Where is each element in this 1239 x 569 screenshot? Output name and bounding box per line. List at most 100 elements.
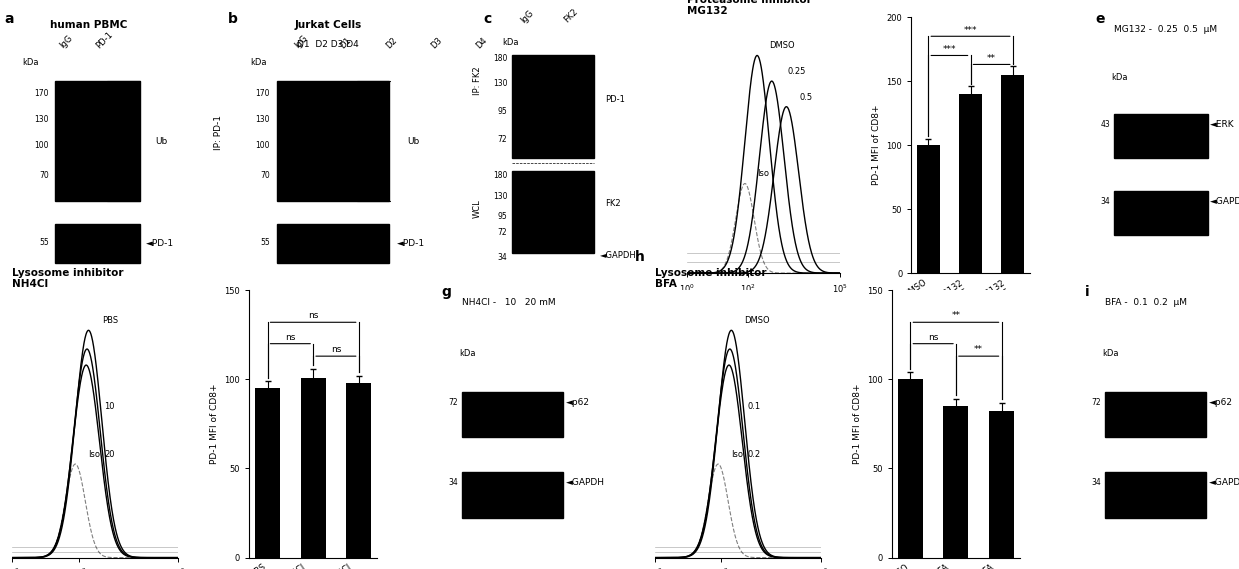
Text: 70: 70 <box>40 171 50 180</box>
Text: Jurkat Cells: Jurkat Cells <box>294 19 362 30</box>
Bar <box>1114 191 1208 235</box>
Text: 34: 34 <box>1100 197 1110 206</box>
Text: D1: D1 <box>338 36 353 51</box>
Text: kDa: kDa <box>250 58 268 67</box>
Bar <box>462 392 564 437</box>
Text: IP: FK2: IP: FK2 <box>472 67 482 96</box>
Text: 10: 10 <box>104 402 115 410</box>
Text: a: a <box>5 12 14 26</box>
Text: ◄GAPDH: ◄GAPDH <box>1211 197 1239 206</box>
Text: PBS: PBS <box>102 316 118 325</box>
Bar <box>1105 392 1207 437</box>
Bar <box>56 81 140 201</box>
Text: kDa: kDa <box>1111 73 1127 83</box>
Text: ◄PD-1: ◄PD-1 <box>146 239 173 248</box>
Text: D4: D4 <box>475 36 489 51</box>
Bar <box>1105 472 1207 518</box>
Bar <box>462 472 564 518</box>
Text: ◄GAPDH: ◄GAPDH <box>1209 478 1239 487</box>
Text: Ub: Ub <box>155 137 167 146</box>
Text: ***: *** <box>964 26 978 35</box>
Text: ◄p62: ◄p62 <box>566 398 590 407</box>
X-axis label: —PD-1-APC→: —PD-1-APC→ <box>733 298 793 306</box>
Text: 0.5: 0.5 <box>800 93 813 102</box>
Bar <box>255 388 280 558</box>
Text: Proteasome inhibitor
MG132: Proteasome inhibitor MG132 <box>686 0 812 17</box>
Y-axis label: PD-1 MFI of CD8+: PD-1 MFI of CD8+ <box>209 384 219 464</box>
Text: D2: D2 <box>384 36 399 51</box>
Text: Lysosome inhibitor
BFA: Lysosome inhibitor BFA <box>655 268 767 290</box>
Text: MG132 -  0.25  0.5  μM: MG132 - 0.25 0.5 μM <box>1114 25 1217 34</box>
Text: 170: 170 <box>35 89 50 98</box>
Text: i: i <box>1084 285 1089 299</box>
Text: IP: PD-1: IP: PD-1 <box>0 115 1 150</box>
Text: WCL: WCL <box>472 200 482 218</box>
Text: human PBMC: human PBMC <box>51 19 128 30</box>
Text: 170: 170 <box>255 89 270 98</box>
Text: 43: 43 <box>1100 120 1110 129</box>
Text: Iso: Iso <box>757 170 769 179</box>
Text: 180: 180 <box>493 53 507 63</box>
Text: 100: 100 <box>35 141 50 150</box>
Bar <box>959 94 983 273</box>
Text: kDa: kDa <box>1103 349 1119 358</box>
Bar <box>1114 114 1208 158</box>
Text: 55: 55 <box>40 238 50 247</box>
Text: Iso: Iso <box>88 450 100 459</box>
Text: FK2: FK2 <box>605 200 621 208</box>
Bar <box>989 411 1014 558</box>
Text: 0.2: 0.2 <box>747 450 761 459</box>
Text: BFA -  0.1  0.2  μM: BFA - 0.1 0.2 μM <box>1105 298 1187 307</box>
Y-axis label: PD-1 MFI of CD8+: PD-1 MFI of CD8+ <box>872 105 881 185</box>
Text: 0.1: 0.1 <box>747 402 761 410</box>
Text: NH4Cl -   10   20 mM: NH4Cl - 10 20 mM <box>462 298 555 307</box>
Bar <box>301 378 326 558</box>
Text: ns: ns <box>309 311 318 320</box>
Text: e: e <box>1095 12 1104 26</box>
Bar <box>346 383 372 558</box>
Text: kDa: kDa <box>502 38 519 47</box>
Text: 72: 72 <box>498 228 507 237</box>
Text: 72: 72 <box>1092 398 1100 407</box>
Text: FK2: FK2 <box>563 7 580 25</box>
Text: 130: 130 <box>493 192 507 201</box>
Text: 95: 95 <box>498 212 507 221</box>
Text: D1  D2 D3 D4: D1 D2 D3 D4 <box>297 40 358 49</box>
Text: **: ** <box>974 345 984 354</box>
Text: 34: 34 <box>449 478 458 487</box>
Bar <box>278 81 389 201</box>
Text: 55: 55 <box>260 238 270 247</box>
Text: DMSO: DMSO <box>745 316 771 325</box>
Text: 72: 72 <box>449 398 458 407</box>
Text: ◄ERK: ◄ERK <box>1211 120 1235 129</box>
Bar <box>943 406 969 558</box>
Text: **: ** <box>952 311 960 320</box>
Bar <box>512 171 593 253</box>
Text: 130: 130 <box>255 115 270 124</box>
Text: IgG: IgG <box>519 8 535 25</box>
Text: ns: ns <box>331 345 341 354</box>
Text: 130: 130 <box>493 79 507 88</box>
Text: Ub: Ub <box>408 137 420 146</box>
Text: 130: 130 <box>35 115 50 124</box>
Text: 34: 34 <box>1092 478 1100 487</box>
Text: ◄PD-1: ◄PD-1 <box>396 239 425 248</box>
Text: Iso: Iso <box>731 450 743 459</box>
Text: Lysosome inhibitor
NH4Cl: Lysosome inhibitor NH4Cl <box>12 268 124 290</box>
Text: IgG: IgG <box>58 34 74 51</box>
Y-axis label: PD-1 MFI of CD8+: PD-1 MFI of CD8+ <box>852 384 861 464</box>
Text: 72: 72 <box>498 135 507 145</box>
Bar <box>898 380 923 558</box>
Text: ◄GAPDH: ◄GAPDH <box>566 478 605 487</box>
Text: **: ** <box>987 54 996 63</box>
Text: PD-1: PD-1 <box>605 94 624 104</box>
Bar <box>56 225 140 263</box>
Text: ns: ns <box>285 333 296 342</box>
Text: ***: *** <box>943 45 957 54</box>
Bar <box>917 145 940 273</box>
Text: IgG: IgG <box>292 34 309 51</box>
Text: ns: ns <box>928 333 938 342</box>
Text: 0.25: 0.25 <box>788 67 807 76</box>
Text: D3: D3 <box>429 36 444 51</box>
Text: h: h <box>636 250 646 264</box>
